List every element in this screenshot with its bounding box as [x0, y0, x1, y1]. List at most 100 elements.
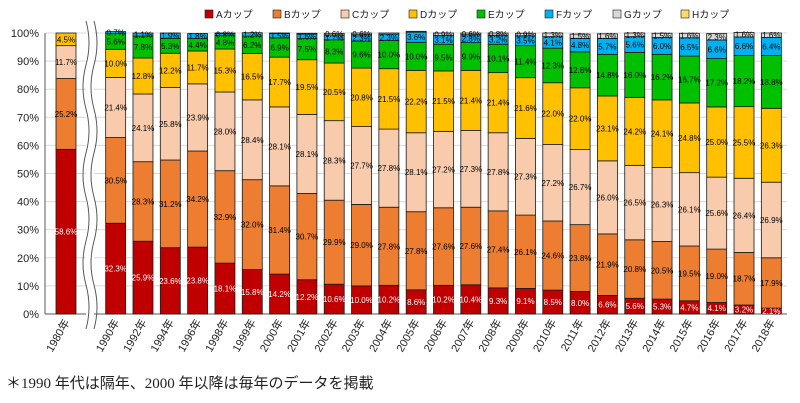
data-label: 34.2% [186, 195, 209, 204]
legend-label: Cカップ [352, 9, 389, 21]
data-label: 17.7% [268, 78, 291, 87]
data-label: 3.2% [735, 306, 753, 315]
x-tick-label: 1980年 [43, 317, 73, 355]
data-label: 29.9% [323, 238, 346, 247]
data-label: 0.6% [325, 30, 343, 39]
x-tick-label: 1990年 [92, 317, 122, 355]
data-label: 1.5% [571, 32, 589, 41]
data-label: 24.6% [541, 252, 564, 261]
data-label: 23.6% [159, 277, 182, 286]
data-label: 1.3% [626, 31, 644, 40]
legend-swatch [340, 9, 350, 19]
data-label: 27.8% [378, 242, 401, 251]
y-tick-label: 10% [17, 281, 39, 293]
x-tick-label: 1992年 [120, 317, 150, 355]
legend-label: Aカップ [216, 9, 253, 21]
data-label: 27.7% [350, 161, 373, 170]
data-label: 27.8% [487, 168, 510, 177]
data-label: 25.5% [733, 138, 756, 147]
data-label: 0.9% [434, 30, 452, 39]
y-tick-label: 60% [17, 140, 39, 152]
bar-segment [269, 32, 290, 34]
bar-segment [460, 32, 482, 36]
bar-segment [214, 32, 236, 34]
x-tick-label: 2011年 [557, 317, 586, 354]
data-label: 12.8% [569, 66, 592, 75]
data-label: 32.0% [241, 221, 264, 230]
data-label: 3.1% [434, 36, 452, 45]
data-label: 28.3% [323, 156, 346, 165]
data-label: 23.8% [186, 277, 209, 286]
data-label: 20.8% [623, 265, 646, 274]
data-label: 32.9% [214, 213, 237, 222]
data-label: 4.4% [189, 41, 207, 50]
data-label: 26.1% [678, 205, 701, 214]
data-label: 31.4% [268, 226, 291, 235]
data-label: 23.8% [569, 254, 592, 263]
bar-segment [405, 30, 427, 33]
legend-swatch [544, 9, 554, 19]
data-label: 2.1% [762, 307, 780, 316]
data-label: 22.0% [569, 115, 592, 124]
x-tick-label: 2005年 [393, 317, 423, 355]
y-tick-label: 0% [23, 309, 39, 321]
data-label: 18.2% [733, 77, 756, 86]
data-label: 0.8% [489, 30, 507, 39]
data-label: 1.6% [680, 32, 698, 41]
data-label: 20.5% [323, 88, 346, 97]
data-label: 6.5% [680, 43, 698, 52]
y-tick-label: 30% [17, 225, 39, 237]
data-label: 26.4% [733, 211, 756, 220]
data-label: 16.0% [623, 71, 646, 80]
data-label: 10.0% [104, 59, 127, 68]
data-label: 30.5% [104, 176, 127, 185]
data-label: 23.9% [186, 113, 209, 122]
data-label: 5.3% [653, 303, 671, 312]
data-label: 18.8% [760, 78, 783, 87]
data-label: 3.2% [489, 36, 507, 45]
x-tick-label: 2009年 [502, 317, 532, 355]
data-label: 12.3% [541, 61, 564, 70]
data-label: 21.4% [104, 103, 127, 112]
bar-segment [323, 32, 345, 36]
data-label: 2.3% [708, 33, 726, 42]
data-label: 0.6% [352, 30, 370, 39]
data-label: 10.0% [350, 296, 373, 305]
x-tick-label: 1996年 [174, 317, 204, 355]
axis-break-gap [86, 21, 94, 326]
bar-segment [351, 32, 372, 36]
data-label: 12.2% [159, 66, 182, 75]
data-label: 4.7% [680, 303, 698, 312]
bar-segment [241, 32, 263, 37]
data-label: 19.5% [296, 83, 319, 92]
bar-segment [55, 32, 77, 47]
y-tick-label: 50% [17, 169, 39, 181]
legend-swatch [476, 9, 486, 19]
data-label: 27.3% [459, 165, 482, 174]
x-tick-label: 2004年 [366, 317, 396, 355]
data-label: 16.5% [241, 73, 264, 82]
data-label: 1.6% [762, 31, 780, 40]
data-label: 10.0% [405, 52, 428, 61]
data-label: 27.6% [432, 243, 455, 252]
data-label: 26.7% [569, 183, 592, 192]
data-label: 0.6% [462, 30, 480, 39]
legend-label: Gカップ [624, 9, 662, 21]
data-label: 12.8% [132, 72, 155, 81]
data-label: 10.4% [459, 295, 482, 304]
bar-segment [378, 32, 400, 35]
data-label: 27.8% [405, 247, 428, 256]
bar-segment [132, 32, 154, 37]
data-label: 16.2% [651, 73, 674, 82]
legend-swatch [204, 9, 214, 19]
x-tick-label: 2008年 [475, 317, 505, 355]
data-label: 6.0% [653, 42, 671, 51]
data-label: 27.2% [541, 179, 564, 188]
data-label: 31.2% [159, 200, 182, 209]
legend-label: Eカップ [488, 9, 525, 21]
data-label: 26.3% [651, 201, 674, 210]
data-label: 6.9% [270, 43, 288, 52]
data-label: 24.1% [651, 130, 674, 139]
data-label: 11.7% [187, 63, 209, 72]
data-label: 5.6% [626, 302, 644, 311]
